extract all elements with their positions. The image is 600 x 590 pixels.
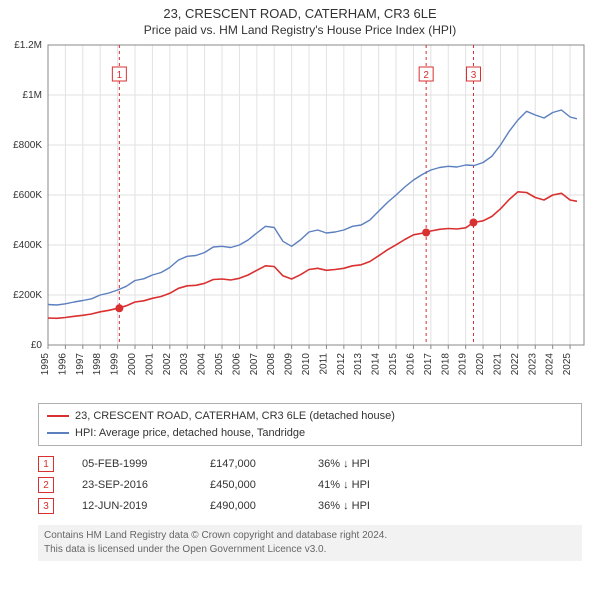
sale-hpi-delta: 36% ↓ HPI [318, 496, 370, 517]
svg-text:3: 3 [471, 70, 477, 81]
chart-titles: 23, CRESCENT ROAD, CATERHAM, CR3 6LE Pri… [0, 0, 600, 37]
chart-svg: £0 £200K £400K £600K £800K £1M £1.2M 1995 1996 19… [0, 37, 600, 397]
footer-line2: This data is licensed under the Open Gov… [44, 543, 576, 557]
sale-date: 23-SEP-2016 [82, 475, 182, 496]
svg-text:£0: £0 [31, 340, 43, 351]
svg-text:2017: 2017 [423, 353, 434, 376]
sale-row: 3 12-JUN-2019 £490,000 36% ↓ HPI [38, 496, 582, 517]
sale-price: £147,000 [210, 454, 290, 475]
footer-line1: Contains HM Land Registry data © Crown c… [44, 529, 576, 543]
svg-text:2012: 2012 [336, 353, 347, 376]
legend-label: 23, CRESCENT ROAD, CATERHAM, CR3 6LE (de… [75, 408, 395, 425]
svg-text:2000: 2000 [127, 353, 138, 376]
chart-area: £0 £200K £400K £600K £800K £1M £1.2M 1995 1996 19… [0, 37, 600, 397]
svg-text:2018: 2018 [440, 353, 451, 376]
svg-text:2025: 2025 [562, 353, 573, 376]
svg-text:1996: 1996 [57, 353, 68, 376]
sale-index-badge: 3 [38, 498, 54, 514]
svg-text:2020: 2020 [475, 353, 486, 376]
title-main: 23, CRESCENT ROAD, CATERHAM, CR3 6LE [0, 6, 600, 21]
svg-text:2011: 2011 [318, 353, 329, 375]
svg-text:1997: 1997 [75, 353, 86, 376]
sale-date: 12-JUN-2019 [82, 496, 182, 517]
sale-date: 05-FEB-1999 [82, 454, 182, 475]
svg-text:2001: 2001 [144, 353, 155, 376]
sale-index-badge: 2 [38, 477, 54, 493]
svg-text:2014: 2014 [371, 353, 382, 376]
sales-table: 1 05-FEB-1999 £147,000 36% ↓ HPI 2 23-SEP-201… [38, 454, 582, 517]
sale-price: £450,000 [210, 475, 290, 496]
svg-text:1995: 1995 [40, 353, 51, 376]
svg-text:2008: 2008 [266, 353, 277, 376]
svg-text:2002: 2002 [162, 353, 173, 376]
svg-text:2010: 2010 [301, 353, 312, 376]
svg-text:£1.2M: £1.2M [14, 40, 42, 51]
svg-text:£1M: £1M [23, 90, 42, 101]
svg-text:2004: 2004 [197, 353, 208, 376]
svg-text:2019: 2019 [458, 353, 469, 376]
svg-text:2023: 2023 [527, 353, 538, 376]
svg-text:2003: 2003 [179, 353, 190, 376]
svg-text:1999: 1999 [110, 353, 121, 376]
title-sub: Price paid vs. HM Land Registry's House … [0, 23, 600, 37]
svg-text:2016: 2016 [405, 353, 416, 376]
svg-text:2015: 2015 [388, 353, 399, 376]
legend-box: 23, CRESCENT ROAD, CATERHAM, CR3 6LE (de… [38, 403, 582, 446]
svg-text:£800K: £800K [13, 140, 42, 151]
svg-text:2005: 2005 [214, 353, 225, 376]
footer-attribution: Contains HM Land Registry data © Crown c… [38, 525, 582, 561]
sale-hpi-delta: 41% ↓ HPI [318, 475, 370, 496]
svg-text:£600K: £600K [13, 190, 42, 201]
svg-text:£200K: £200K [13, 290, 42, 301]
svg-text:1: 1 [117, 70, 123, 81]
legend-label: HPI: Average price, detached house, Tand… [75, 425, 305, 442]
sale-hpi-delta: 36% ↓ HPI [318, 454, 370, 475]
legend-row: 23, CRESCENT ROAD, CATERHAM, CR3 6LE (de… [47, 408, 573, 425]
svg-text:2013: 2013 [353, 353, 364, 376]
legend-swatch [47, 432, 69, 434]
svg-text:2024: 2024 [545, 353, 556, 376]
sale-row: 1 05-FEB-1999 £147,000 36% ↓ HPI [38, 454, 582, 475]
svg-text:2: 2 [423, 70, 429, 81]
svg-text:2007: 2007 [249, 353, 260, 376]
svg-text:2021: 2021 [492, 353, 503, 376]
sale-row: 2 23-SEP-2016 £450,000 41% ↓ HPI [38, 475, 582, 496]
sale-price: £490,000 [210, 496, 290, 517]
svg-text:2009: 2009 [284, 353, 295, 376]
legend-row: HPI: Average price, detached house, Tand… [47, 425, 573, 442]
svg-text:1998: 1998 [92, 353, 103, 376]
legend-swatch [47, 415, 69, 417]
svg-text:2022: 2022 [510, 353, 521, 376]
svg-text:2006: 2006 [231, 353, 242, 376]
sale-index-badge: 1 [38, 456, 54, 472]
svg-text:£400K: £400K [13, 240, 42, 251]
